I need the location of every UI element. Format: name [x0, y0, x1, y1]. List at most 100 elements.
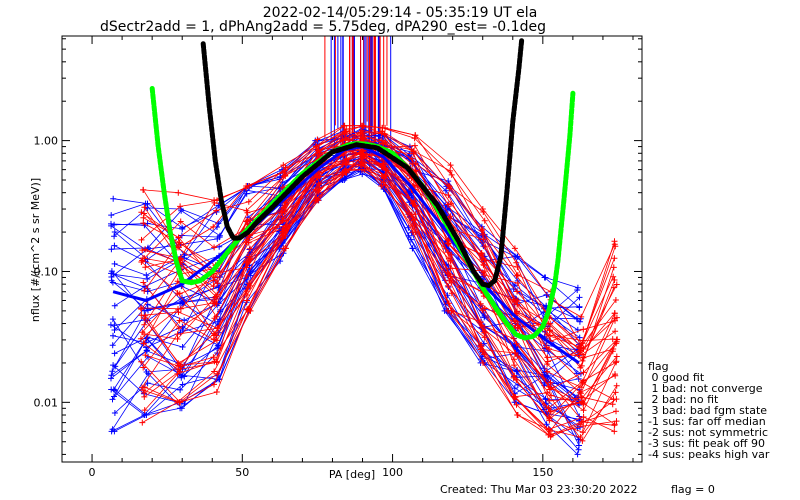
data-point [541, 365, 548, 372]
series-line [114, 169, 579, 451]
data-point [142, 352, 149, 359]
data-point [578, 393, 585, 400]
data-point [382, 124, 389, 131]
data-point [481, 334, 488, 341]
legend-item: -1 sus: far off median [648, 415, 766, 428]
data-point [481, 340, 487, 347]
data-point [544, 361, 551, 368]
x-tick-label: 0 [89, 466, 96, 479]
data-point [574, 287, 581, 293]
data-point [139, 247, 146, 254]
data-point [213, 389, 220, 395]
data-point [210, 354, 217, 361]
data-point [282, 245, 289, 252]
data-point [176, 239, 183, 246]
data-point [612, 297, 619, 303]
series-line [140, 162, 618, 442]
data-point [313, 143, 320, 150]
data-point [177, 203, 184, 210]
data-point [545, 426, 552, 433]
axis-layer: 0 50 100 150 0.01 0.10 1.00 [34, 36, 642, 479]
series-line [114, 168, 578, 455]
data-point [447, 162, 454, 169]
data-point [141, 210, 148, 217]
legend-item: -3 sus: fit peak off 90 [648, 437, 765, 450]
data-point [316, 149, 323, 156]
data-point [109, 396, 116, 403]
data-point [547, 327, 553, 334]
data-point [315, 180, 322, 187]
data-point [243, 273, 250, 279]
data-point [214, 345, 221, 352]
data-point [214, 325, 221, 332]
data-point [111, 350, 118, 357]
data-point [108, 212, 115, 219]
series-line [142, 163, 616, 438]
data-point [111, 233, 118, 240]
data-point [359, 130, 366, 137]
data-point [211, 330, 218, 337]
data-point [511, 298, 518, 305]
data-point [479, 231, 486, 238]
data-point [578, 384, 585, 391]
data-point [174, 370, 181, 377]
y-axis-label: nflux [#/(cm^2 s sr MeV)] [29, 178, 42, 322]
data-point [479, 348, 486, 355]
data-point [247, 282, 254, 289]
data-point [611, 277, 618, 283]
data-point [176, 317, 183, 324]
y-tick-label: 1.00 [34, 135, 59, 148]
data-point [514, 288, 520, 295]
x-tick-label: 150 [532, 466, 553, 479]
data-point [179, 344, 186, 350]
series-line [144, 160, 617, 438]
data-point [216, 376, 223, 383]
data-point [212, 293, 219, 300]
data-point [611, 255, 618, 262]
data-point [412, 132, 419, 139]
data-point [243, 185, 250, 191]
data-point [108, 246, 115, 253]
data-point [580, 423, 587, 429]
chart-title: 2022-02-14/05:29:14 - 05:35:19 UT ela [263, 5, 538, 21]
data-point [479, 206, 486, 212]
data-point [111, 393, 117, 400]
data-point [579, 378, 586, 385]
data-point [612, 317, 618, 324]
data-point [408, 211, 415, 218]
data-point [543, 421, 550, 428]
data-point [214, 235, 221, 242]
data-point [546, 408, 553, 415]
data-point [247, 245, 254, 252]
data-point [611, 310, 618, 317]
data-point [314, 136, 321, 143]
data-point [448, 171, 455, 178]
data-point [140, 364, 147, 371]
data-point [176, 290, 183, 297]
data-point [339, 137, 346, 144]
data-point [111, 242, 118, 249]
data-point [358, 122, 365, 129]
data-point [514, 253, 521, 260]
data-point [140, 214, 147, 221]
data-point [576, 294, 583, 301]
series-line [141, 151, 616, 413]
data-point [108, 375, 114, 382]
data-point [143, 412, 150, 418]
data-point [512, 394, 519, 401]
data-point [580, 369, 587, 376]
data-point [138, 236, 145, 243]
data-point [580, 326, 587, 333]
x-tick-label: 100 [382, 466, 403, 479]
data-point [514, 412, 521, 418]
data-point [283, 222, 290, 229]
data-point [144, 301, 151, 308]
data-point [211, 381, 217, 388]
data-point [340, 152, 347, 159]
data-point [140, 186, 147, 193]
data-point [144, 276, 151, 282]
data-point [138, 358, 145, 365]
created-timestamp: Created: Thu Mar 03 23:30:20 2022 [440, 483, 638, 496]
data-point [279, 210, 286, 216]
data-point [109, 368, 116, 375]
